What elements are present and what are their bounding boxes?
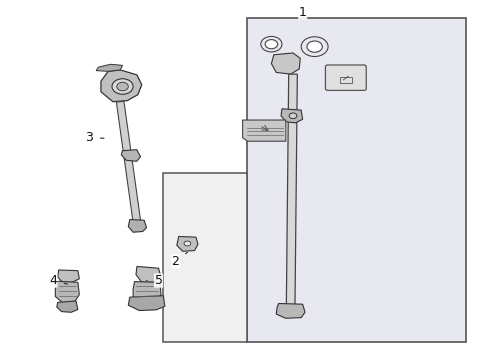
Circle shape [112,79,133,94]
Text: 1: 1 [299,6,307,19]
Bar [247,18,466,342]
Polygon shape [128,296,165,311]
Text: 4: 4 [49,274,67,287]
Bar [163,173,247,342]
Circle shape [301,37,328,57]
Polygon shape [122,150,141,161]
FancyBboxPatch shape [325,65,366,90]
Polygon shape [128,220,147,232]
Polygon shape [101,70,142,102]
Text: 2: 2 [172,252,187,267]
Text: 5: 5 [147,274,163,287]
Polygon shape [55,281,79,303]
Polygon shape [116,102,141,222]
Polygon shape [57,301,78,312]
Polygon shape [136,266,161,282]
Circle shape [307,41,322,52]
Polygon shape [286,74,297,311]
Circle shape [261,36,282,52]
Polygon shape [276,303,305,318]
Polygon shape [281,109,303,123]
Circle shape [184,241,191,246]
Polygon shape [271,53,300,74]
Bar [340,77,352,83]
Circle shape [265,40,278,49]
Polygon shape [58,270,79,282]
Polygon shape [133,282,161,305]
Text: 3: 3 [85,131,104,144]
Polygon shape [243,120,286,141]
Circle shape [117,82,128,91]
Polygon shape [96,64,122,71]
Polygon shape [177,237,198,251]
Circle shape [289,113,297,118]
